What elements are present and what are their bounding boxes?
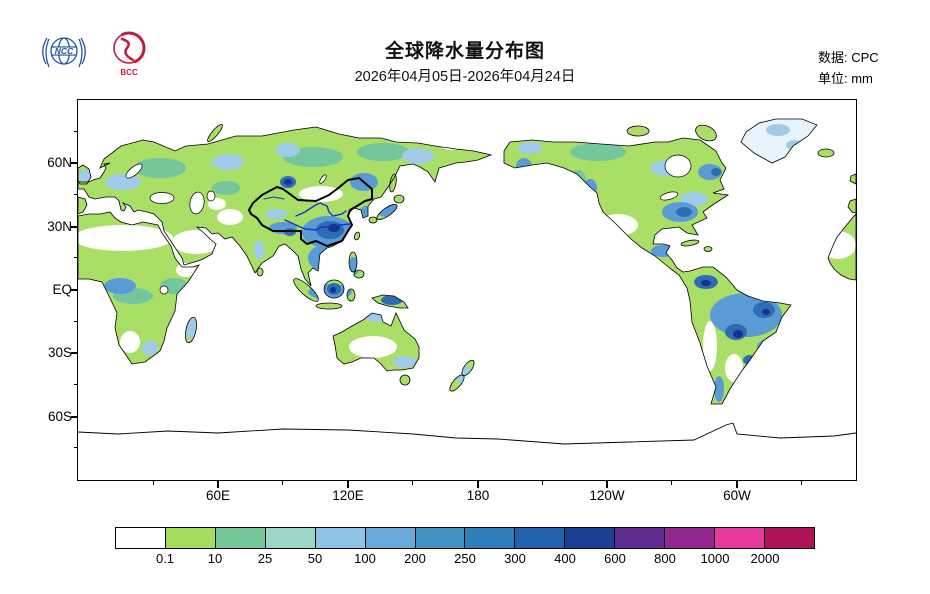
world-precipitation-map [78,118,856,480]
colorbar-cell [165,528,216,548]
colorbar-label: 600 [604,551,626,566]
china-boundary [248,177,373,247]
colorbar-cell [764,528,814,548]
colorbar-cell [415,528,466,548]
lat-label-eq: EQ [52,282,72,297]
lon-label-120e: 120E [332,488,364,503]
ncc-logo-text: NCC [55,46,74,56]
colorbar-label: 250 [454,551,476,566]
colorbar-label: 25 [257,551,273,566]
colorbar [115,527,815,549]
colorbar-cell [365,528,416,548]
tarim-river [263,196,285,200]
yangtze-river [284,219,351,231]
lat-label-60s: 60S [47,409,72,424]
lat-minor-tick [74,257,78,259]
colorbar-label: 1000 [700,551,730,566]
lon-label-180: 180 [466,488,490,503]
lon-tick [477,481,479,488]
lon-tick [736,481,738,488]
rivers [263,196,351,231]
meta-block: 数据: CPC 单位: mm [818,47,879,89]
lon-label-60e: 60E [205,488,231,503]
lon-minor-tick [801,481,803,485]
yellow-river [295,202,347,217]
colorbar-label: 100 [354,551,376,566]
date-range: 2026年04月05日-2026年04月24日 [354,69,576,85]
lat-tick [71,352,78,354]
lon-tick [217,481,219,488]
lat-tick [71,416,78,418]
lon-minor-tick [282,481,284,485]
data-source-label: 数据: CPC [818,50,879,65]
colorbar-label: 200 [404,551,426,566]
lat-minor-tick [74,447,78,449]
colorbar-cell [465,528,516,548]
lakes [125,154,692,295]
map-frame [77,99,857,481]
lat-minor-tick [74,321,78,323]
colorbar-cell [215,528,266,548]
colorbar-cell [315,528,366,548]
lat-tick [71,162,78,164]
lon-minor-tick [542,481,544,485]
precip-blob-10-25 [113,143,626,304]
colorbar-cell [715,528,765,548]
colorbar-cell [116,528,166,548]
unit-label: 单位: mm [818,71,873,86]
precipitation-shading [78,124,856,402]
colorbar-cell [615,528,666,548]
antarctica-coastline [78,422,856,445]
colorbar-label: 50 [307,551,323,566]
ncc-logo-band [54,47,74,55]
lat-minor-tick [74,131,78,133]
page-title: 全球降水量分布图 [384,41,545,62]
bcc-logo-text: BCC [120,68,138,77]
bcc-logo: BCC [113,31,146,77]
lat-tick [71,226,78,228]
antarctica-fill [78,423,856,480]
lat-label-30n: 30N [47,219,72,234]
colorbar-label: 10 [207,551,223,566]
lon-tick [606,481,608,488]
lat-label-30s: 30S [47,345,72,360]
lon-minor-tick [412,481,414,485]
colorbar-labels: 0.1 10 25 50 100 200 250 300 400 600 800 1000 2000 [115,551,815,568]
colorbar-cell [515,528,566,548]
colorbar-label: 300 [504,551,526,566]
colorbar-label: 2000 [750,551,780,566]
colorbar-cell [565,528,616,548]
lat-minor-tick [74,384,78,386]
lon-tick [347,481,349,488]
colorbar-label: 0.1 [155,551,175,566]
lat-label-60n: 60N [47,155,72,170]
ncc-logo: NCC [42,37,86,68]
colorbar-cell [665,528,716,548]
lon-label-60w: 60W [723,488,751,503]
lat-minor-tick [74,194,78,196]
colorbar-cell [265,528,316,548]
lon-minor-tick [153,481,155,485]
colorbar-label: 400 [554,551,576,566]
colorbar-label: 800 [654,551,676,566]
lon-label-120w: 120W [589,488,625,503]
lon-minor-tick [671,481,673,485]
precip-dry-blobs [78,138,856,382]
lat-tick [71,289,78,291]
